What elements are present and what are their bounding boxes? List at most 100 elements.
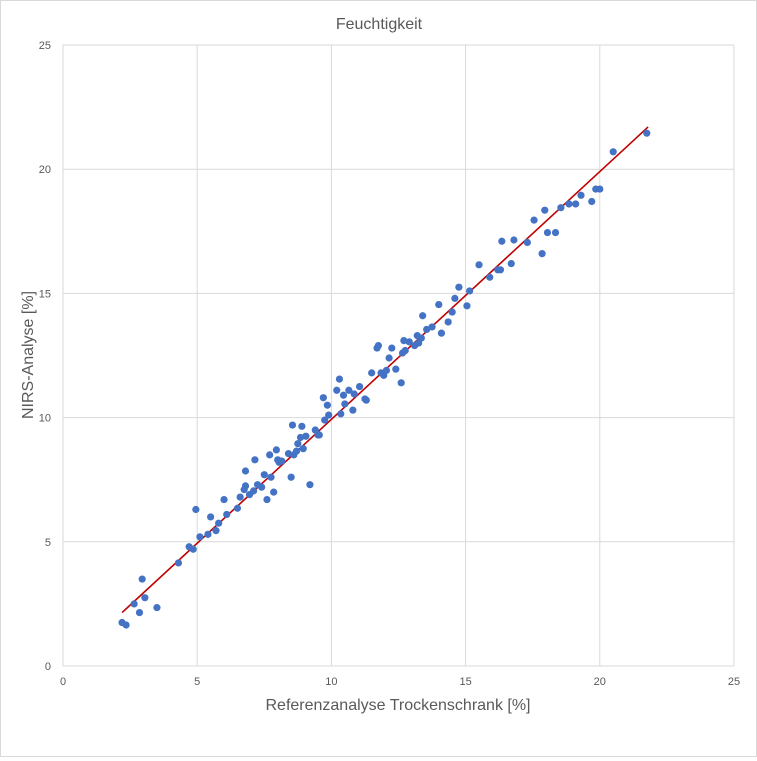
data-point	[302, 432, 310, 440]
data-point	[448, 308, 456, 316]
data-point	[220, 495, 228, 504]
data-point	[551, 228, 560, 237]
data-point	[315, 431, 323, 439]
data-point	[419, 312, 427, 320]
data-point	[341, 400, 349, 408]
data-point	[339, 391, 348, 399]
data-point	[397, 379, 405, 387]
data-point	[298, 422, 306, 430]
data-point	[266, 451, 274, 459]
data-point	[543, 228, 552, 237]
data-point	[385, 354, 393, 362]
data-point	[572, 200, 580, 208]
data-point	[565, 200, 573, 208]
data-point	[141, 594, 149, 602]
x-tick-label: 10	[325, 676, 337, 688]
y-tick-label: 0	[45, 661, 51, 673]
x-tick-label: 20	[594, 676, 606, 688]
data-point	[249, 487, 258, 495]
data-point	[428, 323, 436, 331]
data-point	[643, 129, 651, 137]
y-tick-label: 25	[39, 40, 51, 52]
data-point	[510, 236, 518, 244]
data-point	[272, 446, 280, 454]
x-axis-title: Referenzanalyse Trockenschrank [%]	[265, 697, 530, 714]
data-point	[507, 259, 515, 268]
y-tick-label: 5	[45, 537, 51, 549]
data-point	[350, 390, 358, 398]
data-point	[278, 457, 286, 465]
x-tick-label: 15	[459, 676, 471, 688]
data-point	[337, 410, 345, 418]
data-point	[260, 471, 268, 479]
data-point	[475, 261, 483, 269]
data-point	[498, 237, 506, 245]
data-point	[335, 375, 344, 383]
data-points	[118, 129, 651, 629]
data-point	[349, 406, 357, 414]
data-point	[321, 416, 329, 424]
data-point	[241, 467, 250, 475]
data-point	[251, 456, 259, 464]
data-point	[204, 530, 212, 538]
data-point	[122, 621, 130, 629]
y-tick-label: 10	[39, 413, 51, 425]
y-tick-label: 20	[39, 164, 51, 176]
data-point	[530, 216, 538, 224]
data-point	[135, 608, 144, 617]
data-point	[292, 447, 301, 455]
data-point	[174, 559, 183, 567]
data-point	[294, 440, 302, 448]
data-point	[496, 266, 505, 274]
data-point	[437, 329, 446, 337]
data-point	[417, 334, 425, 342]
data-point	[401, 346, 409, 355]
data-point	[541, 206, 549, 214]
y-axis-title: NIRS-Analyse [%]	[20, 291, 37, 419]
data-point	[299, 445, 307, 453]
data-point	[258, 483, 266, 491]
data-point	[405, 338, 413, 346]
data-point	[284, 450, 293, 458]
data-point	[392, 365, 400, 373]
data-point	[423, 325, 431, 334]
data-point	[287, 473, 295, 481]
data-point	[444, 318, 452, 326]
data-point	[270, 488, 278, 496]
data-point	[609, 148, 617, 156]
data-point	[306, 481, 314, 489]
chart-title: Feuchtigkeit	[336, 16, 423, 33]
data-point	[577, 191, 585, 199]
data-point	[368, 369, 376, 377]
data-point	[463, 302, 471, 310]
data-point	[345, 386, 353, 394]
data-point	[455, 283, 463, 291]
data-point	[362, 396, 370, 404]
data-point	[288, 421, 297, 429]
x-tick-label: 5	[194, 676, 200, 688]
data-point	[557, 204, 565, 212]
data-point	[223, 510, 231, 519]
data-point	[130, 600, 138, 608]
data-point	[267, 473, 275, 481]
data-point	[596, 185, 604, 193]
x-tick-label: 0	[60, 676, 66, 688]
data-point	[241, 482, 250, 490]
data-point	[538, 250, 546, 258]
data-point	[486, 273, 494, 281]
data-point	[466, 287, 474, 295]
gridlines	[62, 44, 735, 667]
data-point	[215, 519, 223, 527]
data-point	[388, 344, 396, 352]
data-point	[138, 575, 146, 583]
data-point	[296, 433, 305, 442]
data-point	[153, 604, 161, 612]
data-point	[233, 504, 242, 512]
tick-labels: 0 5 10 15 20 25 0 5 10 15 20 25	[39, 40, 740, 688]
data-point	[400, 336, 408, 345]
data-point	[196, 533, 204, 541]
x-tick-label: 25	[728, 676, 740, 688]
data-point	[523, 238, 531, 247]
data-point	[236, 493, 244, 501]
data-point	[212, 527, 220, 535]
